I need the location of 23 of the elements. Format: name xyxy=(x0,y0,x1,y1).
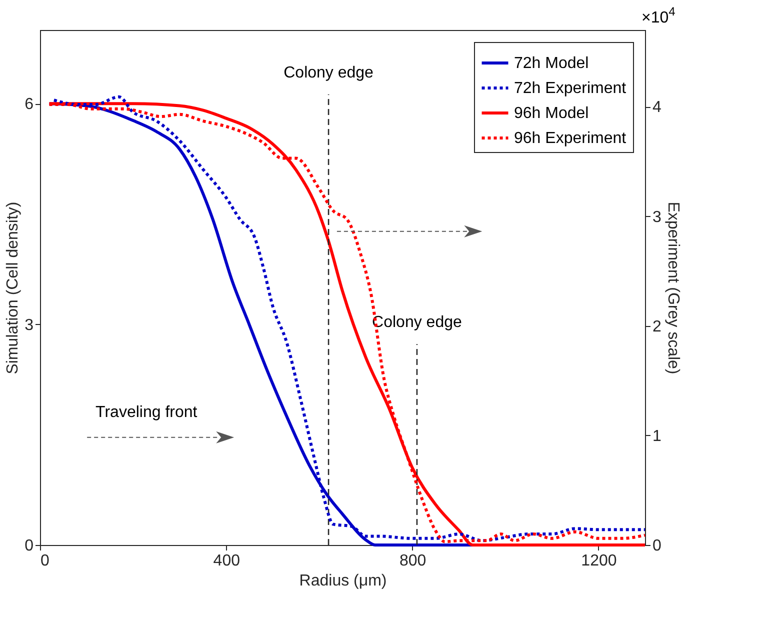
x-tick-label: 800 xyxy=(399,552,426,570)
y2-axis-title: Experiment (Grey scale) xyxy=(664,202,682,374)
legend-label: 96h Model xyxy=(514,105,589,122)
legend-label: 96h Experiment xyxy=(514,130,627,147)
annotation: Traveling front xyxy=(96,404,198,421)
legend-label: 72h Experiment xyxy=(514,80,627,97)
y-tick-label: 3 xyxy=(24,316,34,334)
y2-tick-label: 3 xyxy=(652,208,662,226)
x-tick-label: 1200 xyxy=(581,552,617,570)
x-tick-label: 0 xyxy=(40,552,50,570)
ref-line-label: Colony edge xyxy=(284,64,374,82)
x-tick-label: 400 xyxy=(213,552,240,570)
y2-tick-label: 0 xyxy=(652,538,662,554)
text: ×10$^{4}$ xyxy=(642,4,676,26)
y-tick-label: 0 xyxy=(24,538,34,554)
y2-tick-label: 1 xyxy=(652,428,662,445)
x-axis-title: Radius (μm) xyxy=(299,572,387,590)
ref-line-label: Colony edge xyxy=(372,314,462,332)
y-axis-title: Simulation (Cell density) xyxy=(4,202,22,374)
legend-label: 72h Model xyxy=(514,55,589,72)
y2-tick-label: 2 xyxy=(652,318,662,336)
y2-tick-label: 4 xyxy=(652,99,662,116)
y-tick-label: 6 xyxy=(24,96,34,114)
